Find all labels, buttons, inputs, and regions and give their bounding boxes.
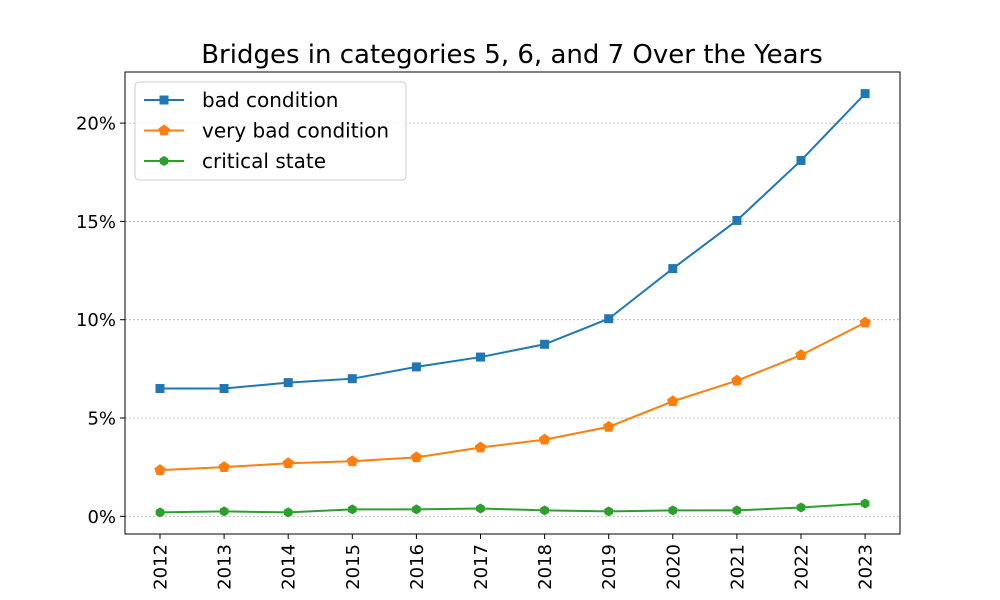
x-tick-label: 2013	[215, 544, 236, 590]
x-tick-label: 2022	[792, 544, 813, 590]
data-point	[796, 155, 806, 165]
legend-marker	[159, 156, 169, 166]
grid-lines	[125, 122, 900, 517]
x-tick-label: 2014	[279, 544, 300, 590]
data-point	[860, 498, 870, 509]
y-tick-label: 5%	[87, 409, 116, 430]
data-point	[219, 384, 229, 394]
x-tick-label: 2012	[151, 544, 172, 590]
data-point	[346, 455, 359, 467]
legend-item: bad condition	[144, 88, 338, 112]
plot-frame	[124, 71, 901, 535]
x-tick-label: 2020	[663, 544, 684, 590]
series-very-bad-condition	[154, 316, 871, 475]
data-point	[732, 215, 742, 225]
data-point	[667, 395, 679, 407]
data-point	[602, 420, 615, 432]
data-point	[219, 506, 229, 517]
data-point	[668, 264, 678, 274]
data-point	[218, 461, 230, 473]
data-point	[476, 352, 485, 362]
data-point	[154, 464, 166, 475]
legend-label: very bad condition	[202, 119, 389, 143]
legend: bad condition very bad condition critical …	[134, 81, 407, 181]
series-line	[159, 321, 866, 472]
legend-box	[134, 81, 407, 181]
data-point	[347, 374, 357, 384]
data-point	[282, 457, 294, 469]
data-point	[540, 339, 550, 349]
series-critical-state	[155, 498, 870, 518]
legend-label: bad condition	[202, 88, 338, 112]
data-point	[859, 316, 871, 328]
series-line	[160, 92, 866, 390]
data-point	[540, 505, 549, 516]
y-tick-label: 10%	[76, 310, 116, 331]
data-point	[155, 507, 165, 518]
x-axis: 2012 2013 2014 2015 2016 2017 2018 2019 2020 2021…	[151, 534, 877, 590]
x-tick-label: 2023	[856, 544, 877, 590]
data-point	[668, 505, 678, 516]
x-tick-label: 2016	[407, 544, 428, 590]
data-point	[732, 505, 742, 516]
y-tick-label: 15%	[76, 212, 116, 233]
series-line	[159, 502, 866, 514]
legend-item: critical state	[144, 149, 326, 173]
legend-marker	[158, 124, 170, 136]
data-point	[731, 374, 743, 386]
data-point	[604, 506, 614, 517]
data-point	[411, 362, 421, 372]
y-tick-label: 0%	[87, 507, 116, 528]
data-point	[283, 378, 293, 388]
legend-marker	[159, 95, 169, 105]
x-tick-label: 2015	[343, 544, 364, 590]
data-point	[347, 504, 357, 515]
data-point	[795, 349, 807, 360]
y-axis: 0% 5% 10% 15% 20%	[76, 114, 125, 528]
x-tick-label: 2018	[535, 544, 556, 590]
legend-item: very bad condition	[144, 119, 389, 143]
data-point	[155, 384, 165, 394]
data-point	[860, 89, 870, 99]
data-point	[283, 507, 293, 518]
data-point	[476, 503, 485, 514]
legend-label: critical state	[202, 149, 326, 173]
data-point	[410, 451, 423, 463]
data-point	[796, 502, 806, 513]
x-tick-label: 2017	[471, 544, 492, 590]
x-tick-label: 2019	[599, 544, 620, 590]
data-point	[604, 314, 614, 324]
chart-title: Bridges in categories 5, 6, and 7 Over t…	[201, 40, 823, 70]
data-point	[474, 441, 487, 453]
series-bad-condition	[155, 89, 870, 394]
x-tick-label: 2021	[727, 544, 748, 590]
y-tick-label: 20%	[76, 114, 116, 135]
data-point	[412, 504, 421, 515]
data-point	[538, 433, 551, 445]
series-layer	[154, 89, 871, 518]
